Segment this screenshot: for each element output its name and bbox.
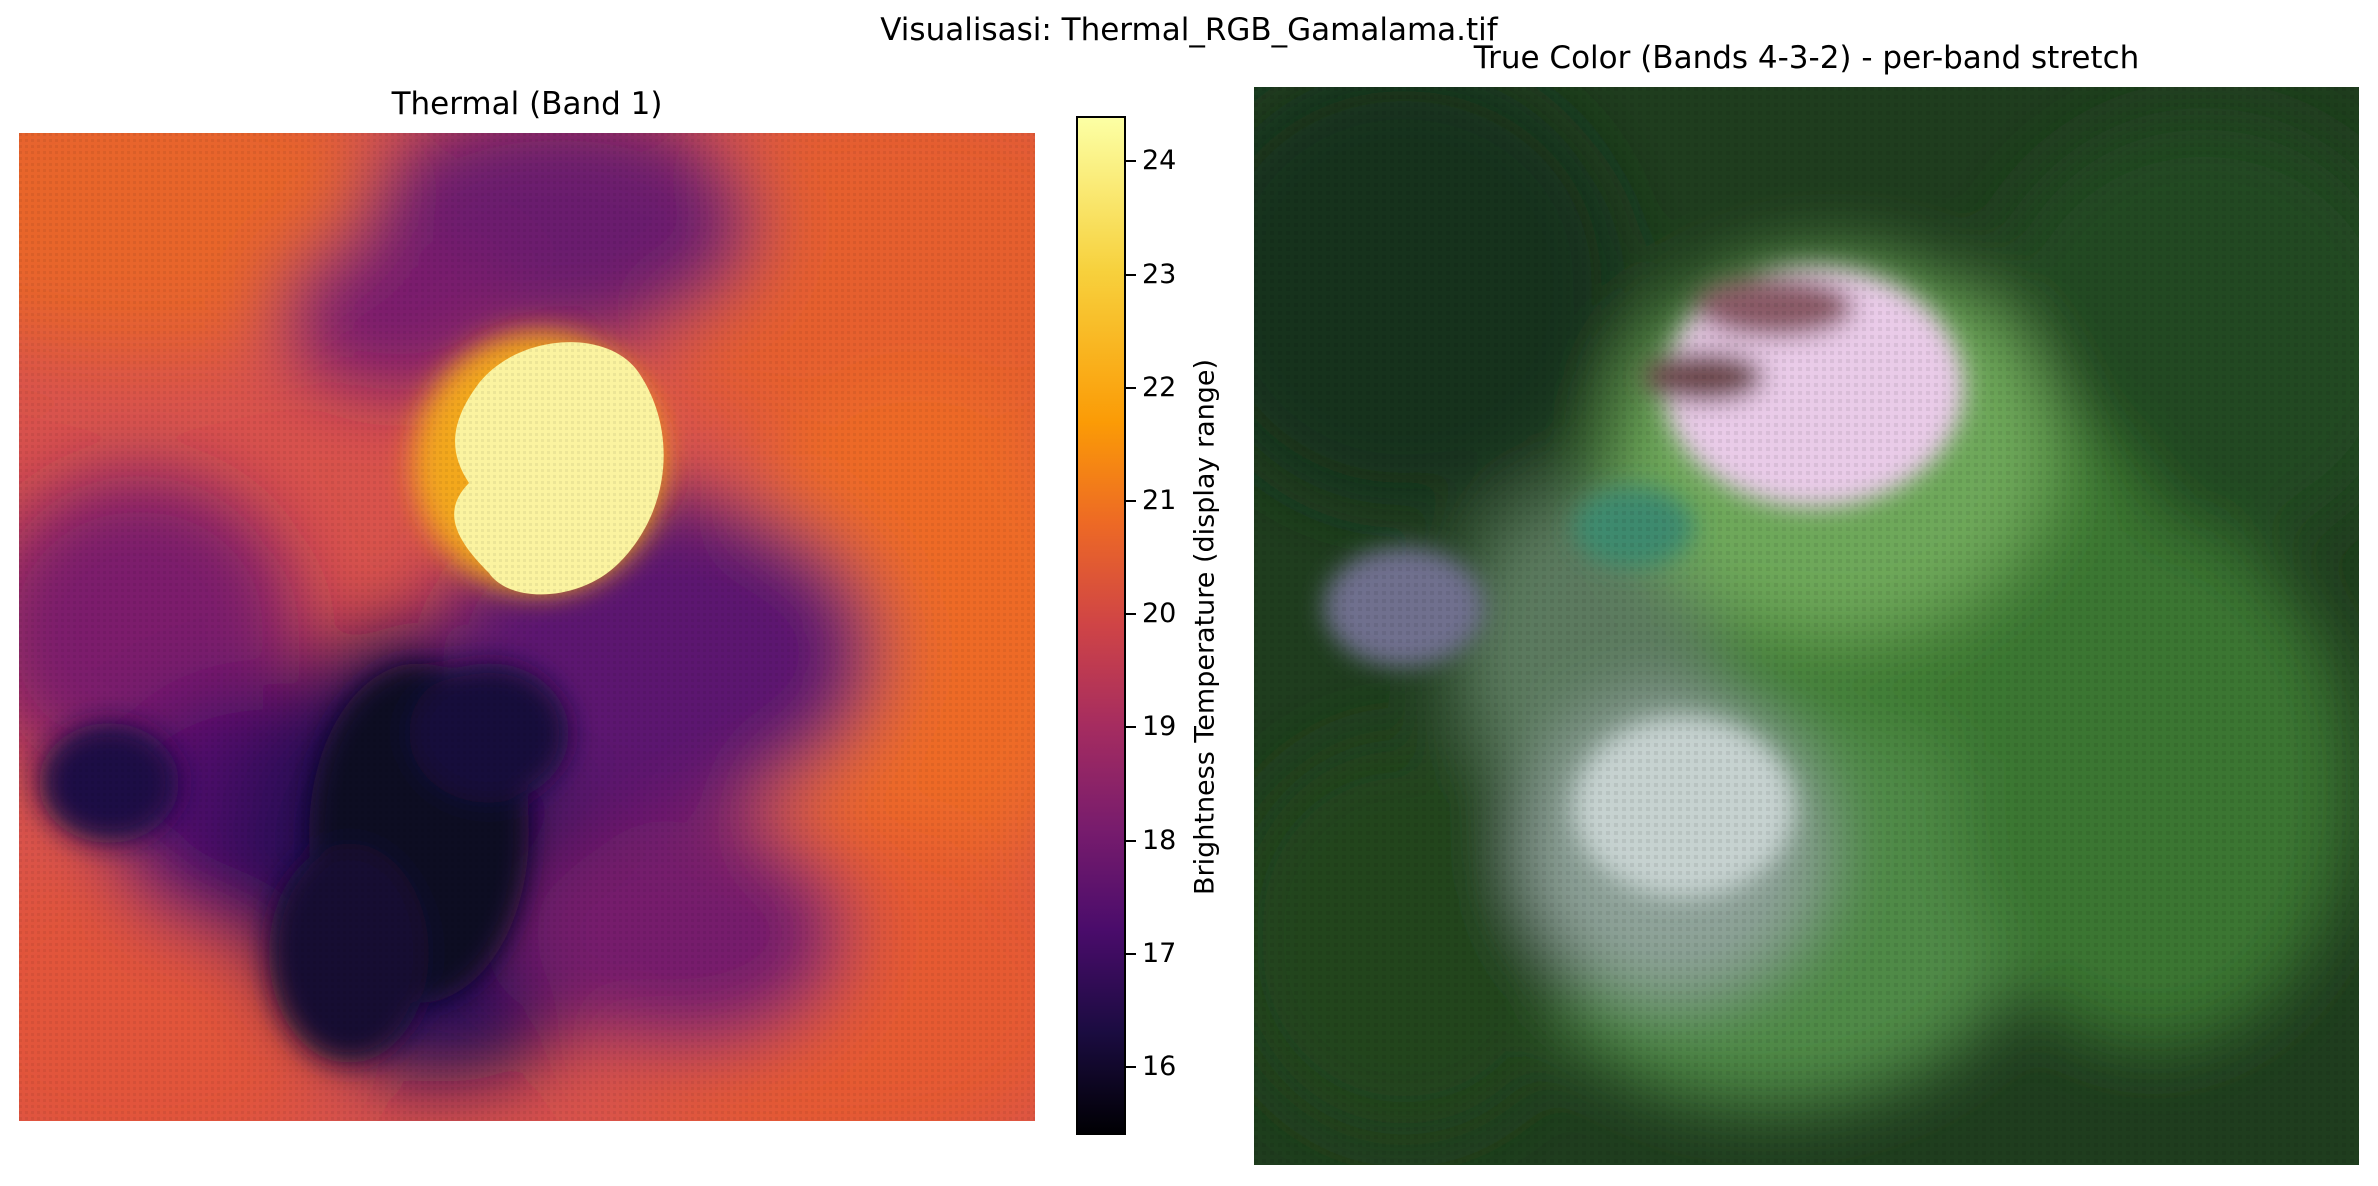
- colorbar-tick: [1126, 952, 1136, 955]
- colorbar-tick-label: 23: [1142, 258, 1177, 290]
- colorbar-tick-label: 18: [1142, 824, 1177, 856]
- colorbar-tick: [1126, 839, 1136, 842]
- rgb-title: True Color (Bands 4-3-2) - per-band stre…: [1473, 40, 2140, 76]
- colorbar-tick: [1126, 613, 1136, 616]
- colorbar-tick-label: 21: [1142, 484, 1177, 516]
- thermal-heatmap-image: [19, 133, 1035, 1121]
- colorbar-tick: [1126, 273, 1136, 276]
- colorbar-tick: [1126, 160, 1136, 163]
- true-color-image: [1254, 87, 2359, 1165]
- colorbar-tick-label: 24: [1142, 145, 1177, 177]
- colorbar-tick: [1126, 386, 1136, 389]
- figure-suptitle: Visualisasi: Thermal_RGB_Gamalama.tif: [880, 12, 1498, 48]
- colorbar-tick: [1126, 1066, 1136, 1069]
- colorbar-tick: [1126, 499, 1136, 502]
- thermal-title: Thermal (Band 1): [391, 86, 663, 122]
- colorbar-tick-label: 19: [1142, 711, 1177, 743]
- colorbar-tick-label: 22: [1142, 371, 1177, 403]
- colorbar-tick-label: 20: [1142, 598, 1177, 630]
- colorbar-tick: [1126, 726, 1136, 729]
- thermal-colorbar: [1076, 116, 1126, 1135]
- colorbar-tick-label: 17: [1142, 937, 1177, 969]
- colorbar-tick-label: 16: [1142, 1051, 1177, 1083]
- colorbar-label: Brightness Temperature (display range): [1189, 358, 1221, 896]
